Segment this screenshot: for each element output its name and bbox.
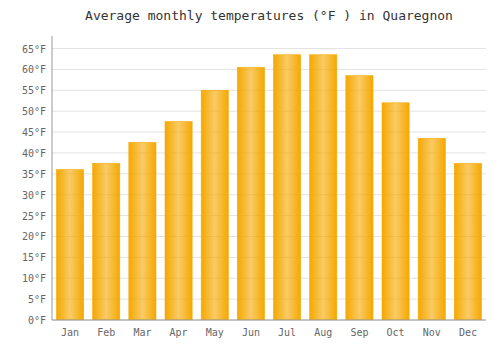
y-axis-labels: 0°F 5°F 10°F 15°F 20°F 25°F 30°F 35°F 40°F 45°F 50…: [22, 44, 46, 326]
x-tick-label: Sep: [350, 327, 368, 338]
bar: [165, 122, 192, 320]
x-tick-label: Nov: [423, 327, 441, 338]
bar: [418, 138, 445, 320]
title: Average monthly temperatures (°F ) in Qu…: [85, 8, 453, 23]
bar: [454, 163, 481, 320]
x-tick-label: Oct: [387, 327, 405, 338]
y-tick-label: 60°F: [22, 64, 46, 75]
grid-line: [52, 69, 486, 70]
chart: Average monthly temperatures (°F ) in Qu…: [0, 0, 500, 350]
bar: [310, 55, 337, 320]
x-tick-label: Aug: [314, 327, 332, 338]
x-tick-label: Dec: [459, 327, 477, 338]
x-tick-label: Mar: [133, 327, 151, 338]
grid-line: [52, 90, 486, 91]
chart-container: Average monthly temperatures (°F ) in Qu…: [0, 0, 500, 350]
bar: [237, 67, 264, 320]
bars: [57, 55, 482, 320]
grid-line: [52, 320, 486, 321]
y-tick-label: 30°F: [22, 190, 46, 201]
y-tick-label: 5°F: [28, 294, 46, 305]
bar: [346, 76, 373, 320]
x-tick-label: Jul: [278, 327, 296, 338]
y-tick-label: 40°F: [22, 148, 46, 159]
y-axis-line: [52, 36, 53, 320]
y-tick-label: 20°F: [22, 231, 46, 242]
x-axis-labels: Jan Feb Mar Apr May Jun Jul Aug Sep Oct Nov Dec: [61, 327, 477, 338]
y-tick-label: 50°F: [22, 106, 46, 117]
y-tick-label: 55°F: [22, 85, 46, 96]
x-tick-label: May: [206, 327, 224, 338]
bar: [57, 170, 84, 320]
bar: [93, 163, 120, 320]
x-tick-label: Apr: [170, 327, 188, 338]
x-axis-line: [52, 320, 486, 321]
grid-line: [52, 111, 486, 112]
x-tick-label: Jan: [61, 327, 79, 338]
grid-line: [52, 48, 486, 49]
grid: [52, 49, 486, 320]
y-tick-label: 10°F: [22, 273, 46, 284]
x-tick-label: Jun: [242, 327, 260, 338]
y-tick-label: 0°F: [28, 315, 46, 326]
bar: [201, 90, 228, 320]
y-tick-label: 35°F: [22, 169, 46, 180]
y-tick-label: 45°F: [22, 127, 46, 138]
bar: [129, 143, 156, 321]
grid-line: [52, 132, 486, 133]
bar: [274, 55, 301, 320]
bar: [382, 103, 409, 320]
y-tick-label: 15°F: [22, 252, 46, 263]
x-tick-label: Feb: [97, 327, 115, 338]
y-tick-label: 65°F: [22, 44, 46, 55]
y-tick-label: 25°F: [22, 211, 46, 222]
